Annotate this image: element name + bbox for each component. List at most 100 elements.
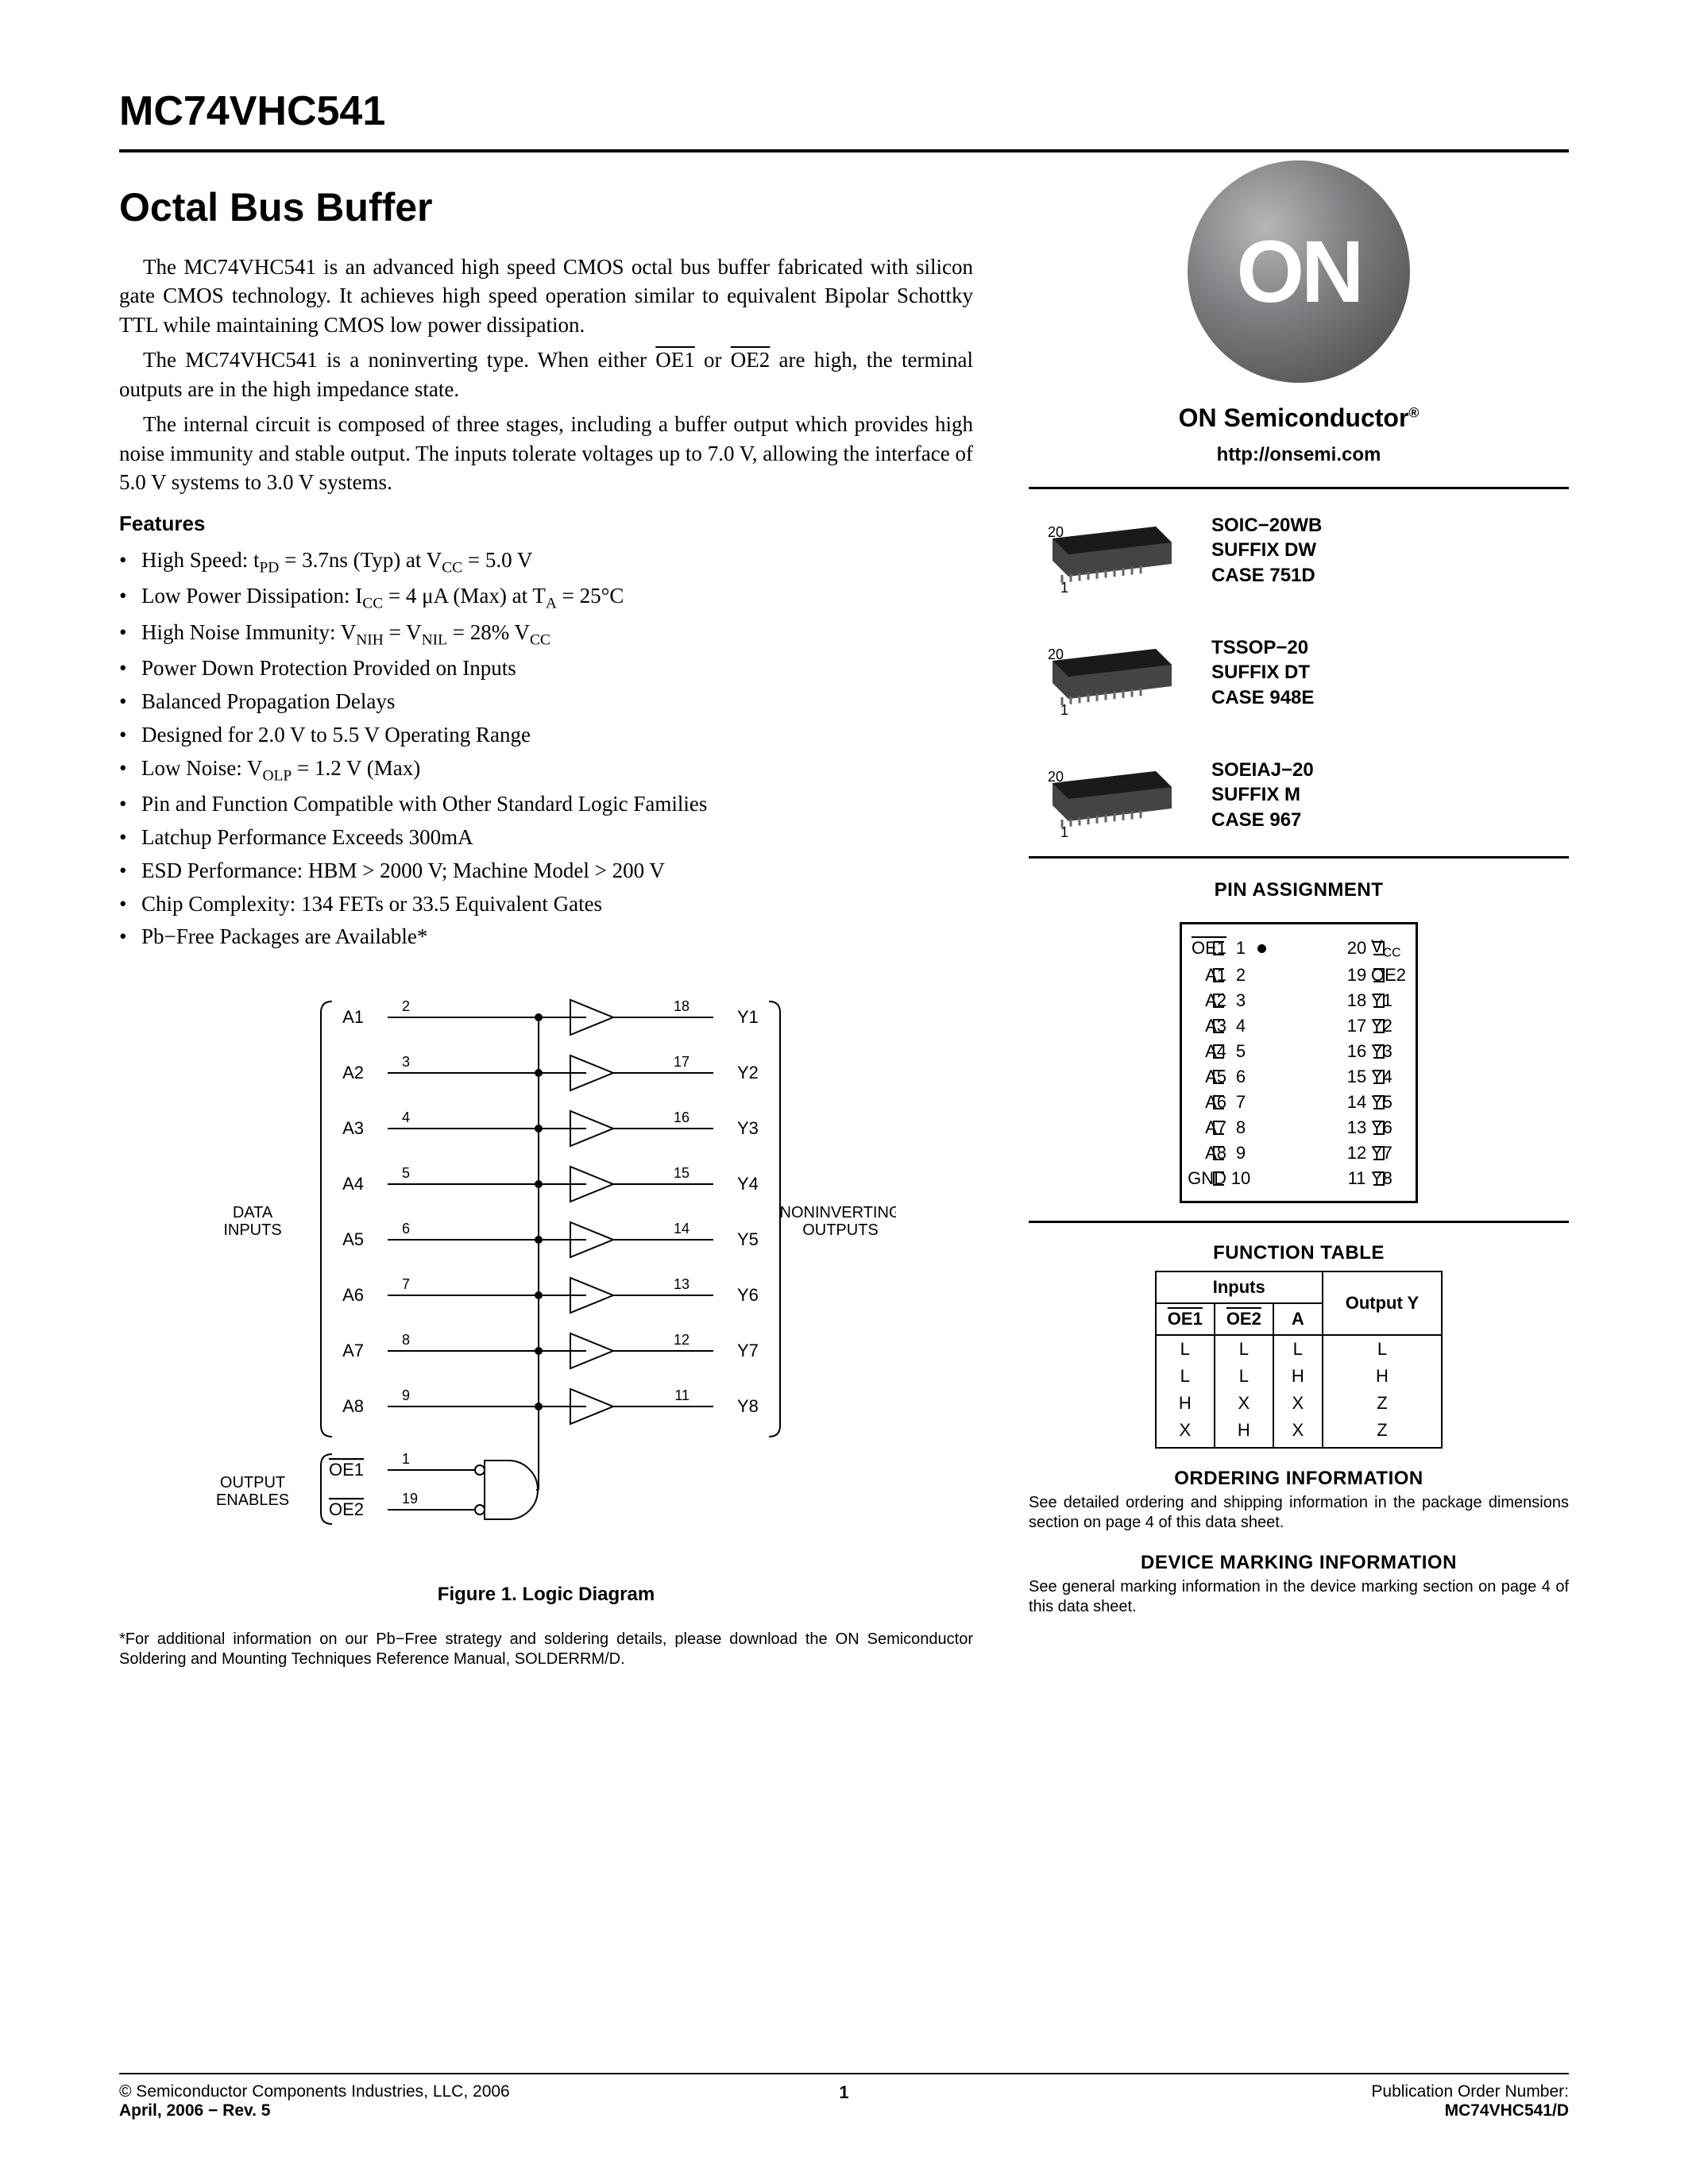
feature-item: Designed for 2.0 V to 5.5 V Operating Ra… xyxy=(119,719,973,752)
marking-header: DEVICE MARKING INFORMATION xyxy=(1029,1552,1569,1574)
svg-text:2: 2 xyxy=(402,998,410,1014)
svg-text:1: 1 xyxy=(1060,824,1068,839)
svg-text:6: 6 xyxy=(402,1221,410,1237)
svg-text:A4: A4 xyxy=(342,1174,364,1194)
svg-text:DATA: DATA xyxy=(232,1204,272,1221)
brand-name: ON Semiconductor® xyxy=(1179,403,1420,433)
feature-item: ESD Performance: HBM > 2000 V; Machine M… xyxy=(119,855,973,888)
part-number-heading: MC74VHC541 xyxy=(119,87,1569,152)
package-list: 20 1 SOIC−20WBSUFFIX DWCASE 751D 20 1 TS… xyxy=(1029,489,1569,856)
marking-info: DEVICE MARKING INFORMATION See general m… xyxy=(1029,1552,1569,1617)
svg-text:1: 1 xyxy=(1060,702,1068,716)
package-info: SOEIAJ−20SUFFIX MCASE 967 xyxy=(1211,758,1314,832)
function-table-header: FUNCTION TABLE xyxy=(1029,1242,1569,1264)
main-columns: Octal Bus Buffer The MC74VHC541 is an ad… xyxy=(119,184,1569,1669)
svg-text:18: 18 xyxy=(673,998,689,1014)
features-header: Features xyxy=(119,511,973,536)
svg-text:16: 16 xyxy=(673,1109,689,1125)
pin-row: A4 5 Y3 16 xyxy=(1182,1039,1416,1064)
pin-row: A7 8 Y6 13 xyxy=(1182,1115,1416,1140)
svg-text:20: 20 xyxy=(1048,646,1064,662)
pin-assignment-diagram: OE1 1 VCC 20 A1 2 OE2 19 A2 3 Y1 xyxy=(1180,922,1418,1203)
svg-text:OE2: OE2 xyxy=(328,1499,363,1519)
svg-text:A2: A2 xyxy=(342,1063,364,1082)
pin-row: A2 3 Y1 18 xyxy=(1182,988,1416,1013)
page-footer: © Semiconductor Components Industries, L… xyxy=(119,2073,1569,2120)
feature-item: Balanced Propagation Delays xyxy=(119,685,973,719)
features-list: High Speed: tPD = 3.7ns (Typ) at VCC = 5… xyxy=(119,544,973,955)
svg-text:8: 8 xyxy=(402,1332,410,1348)
svg-text:1: 1 xyxy=(1060,580,1068,594)
svg-text:Y5: Y5 xyxy=(737,1229,759,1249)
package-row: 20 1 SOEIAJ−20SUFFIX MCASE 967 xyxy=(1029,734,1569,856)
ordering-header: ORDERING INFORMATION xyxy=(1029,1468,1569,1490)
svg-text:OUTPUT: OUTPUT xyxy=(219,1474,284,1491)
svg-text:Y2: Y2 xyxy=(737,1063,759,1082)
doc-title: Octal Bus Buffer xyxy=(119,184,973,230)
package-row: 20 1 SOIC−20WBSUFFIX DWCASE 751D xyxy=(1029,489,1569,612)
svg-text:A3: A3 xyxy=(342,1118,364,1138)
svg-text:Y8: Y8 xyxy=(737,1396,759,1416)
marking-text: See general marking information in the d… xyxy=(1029,1577,1569,1617)
svg-text:A7: A7 xyxy=(342,1341,364,1360)
pin-row: A3 4 Y2 17 xyxy=(1182,1013,1416,1039)
svg-text:1: 1 xyxy=(402,1451,410,1467)
svg-text:A6: A6 xyxy=(342,1285,364,1305)
svg-text:Y4: Y4 xyxy=(737,1174,759,1194)
left-column: Octal Bus Buffer The MC74VHC541 is an ad… xyxy=(119,184,973,1669)
svg-text:20: 20 xyxy=(1048,524,1064,540)
right-column: ON ON Semiconductor® http://onsemi.com 2… xyxy=(1029,184,1569,1669)
feature-item: Pin and Function Compatible with Other S… xyxy=(119,788,973,821)
on-logo-text: ON xyxy=(1237,222,1362,322)
feature-item: Power Down Protection Provided on Inputs xyxy=(119,652,973,685)
pin-row: A6 7 Y5 14 xyxy=(1182,1090,1416,1115)
svg-text:12: 12 xyxy=(673,1332,689,1348)
pin-row: GND 10 Y8 11 xyxy=(1182,1166,1416,1191)
intro-paragraph-1: The MC74VHC541 is an advanced high speed… xyxy=(119,253,973,339)
feature-item: Low Noise: VOLP = 1.2 V (Max) xyxy=(119,752,973,789)
svg-text:7: 7 xyxy=(402,1276,410,1292)
svg-text:Y3: Y3 xyxy=(737,1118,759,1138)
svg-text:15: 15 xyxy=(673,1165,689,1181)
svg-text:NONINVERTING: NONINVERTING xyxy=(779,1204,895,1221)
on-logo: ON xyxy=(1188,160,1410,383)
pb-free-footnote: *For additional information on our Pb−Fr… xyxy=(119,1630,973,1669)
svg-text:A1: A1 xyxy=(342,1007,364,1027)
svg-text:13: 13 xyxy=(673,1276,689,1292)
feature-item: Latchup Performance Exceeds 300mA xyxy=(119,821,973,855)
function-table: InputsOutput Y OE1 OE2 ALLLLLLHHHXXZXHXZ xyxy=(1155,1271,1443,1449)
logic-diagram-svg: DATAINPUTSNONINVERTINGOUTPUTSOUTPUTENABL… xyxy=(197,978,896,1565)
pin-row: OE1 1 VCC 20 xyxy=(1182,934,1416,963)
package-row: 20 1 TSSOP−20SUFFIX DTCASE 948E xyxy=(1029,612,1569,734)
svg-text:Y6: Y6 xyxy=(737,1285,759,1305)
pin-row: A1 2 OE2 19 xyxy=(1182,963,1416,988)
svg-text:5: 5 xyxy=(402,1165,410,1181)
feature-item: High Noise Immunity: VNIH = VNIL = 28% V… xyxy=(119,616,973,653)
svg-text:11: 11 xyxy=(674,1387,689,1403)
function-table-block: FUNCTION TABLE InputsOutput Y OE1 OE2 AL… xyxy=(1029,1229,1569,1449)
package-info: SOIC−20WBSUFFIX DWCASE 751D xyxy=(1211,513,1322,588)
logic-diagram-block: DATAINPUTSNONINVERTINGOUTPUTSOUTPUTENABL… xyxy=(119,978,973,1606)
package-info: TSSOP−20SUFFIX DTCASE 948E xyxy=(1211,635,1314,710)
svg-text:INPUTS: INPUTS xyxy=(223,1221,281,1239)
svg-text:A5: A5 xyxy=(342,1229,364,1249)
feature-item: High Speed: tPD = 3.7ns (Typ) at VCC = 5… xyxy=(119,544,973,581)
svg-text:20: 20 xyxy=(1048,769,1064,785)
svg-text:A8: A8 xyxy=(342,1396,364,1416)
intro-paragraph-3: The internal circuit is composed of thre… xyxy=(119,410,973,496)
rule-3 xyxy=(1029,1221,1569,1223)
svg-text:14: 14 xyxy=(673,1221,689,1237)
svg-text:Y1: Y1 xyxy=(737,1007,759,1027)
rule-2 xyxy=(1029,856,1569,859)
pin-assignment-header: PIN ASSIGNMENT xyxy=(1215,879,1384,901)
feature-item: Chip Complexity: 134 FETs or 33.5 Equiva… xyxy=(119,888,973,921)
logic-diagram-caption: Figure 1. Logic Diagram xyxy=(119,1584,973,1606)
svg-text:17: 17 xyxy=(673,1054,689,1070)
svg-text:ENABLES: ENABLES xyxy=(215,1491,288,1509)
feature-item: Low Power Dissipation: ICC = 4 μA (Max) … xyxy=(119,580,973,616)
page-number: 1 xyxy=(119,2082,1569,2103)
svg-text:19: 19 xyxy=(402,1491,418,1507)
svg-text:9: 9 xyxy=(402,1387,410,1403)
pin-row: A5 6 Y4 15 xyxy=(1182,1064,1416,1090)
intro-paragraph-2: The MC74VHC541 is a noninverting type. W… xyxy=(119,345,973,403)
